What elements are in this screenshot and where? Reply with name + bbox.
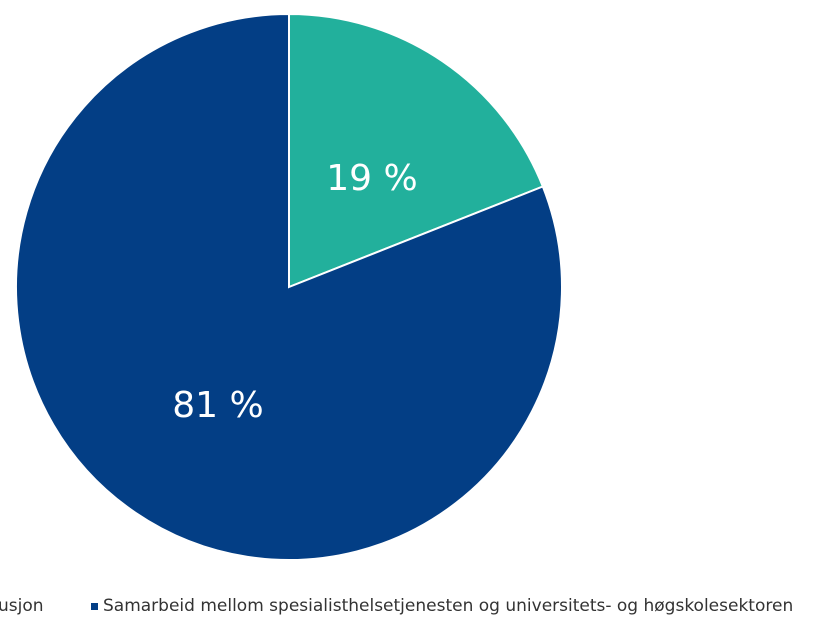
- legend-item-usjon: usjon: [0, 596, 44, 616]
- legend-item-samarbeid: Samarbeid mellom spesialisthelsetjeneste…: [91, 596, 793, 616]
- data-label-samarbeid: 19 %: [326, 158, 417, 199]
- pie-chart: 19 % 81 %: [15, 12, 563, 561]
- pie-slice-samarbeid: [288, 12, 545, 289]
- legend-label-samarbeid: Samarbeid mellom spesialisthelsetjeneste…: [103, 596, 794, 616]
- legend: usjon Samarbeid mellom spesialisthelsetj…: [0, 596, 822, 621]
- legend-swatch-samarbeid: [91, 602, 98, 610]
- data-label-usjon: 81 %: [172, 385, 263, 426]
- pie-slice-usjon: [15, 12, 563, 561]
- legend-label-usjon: usjon: [0, 596, 44, 616]
